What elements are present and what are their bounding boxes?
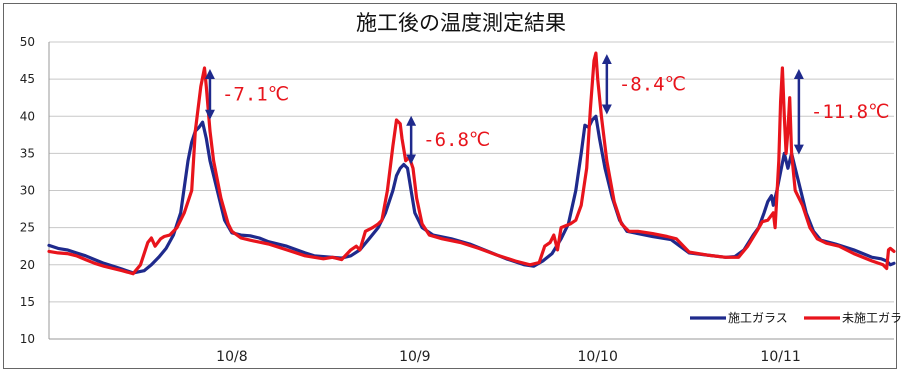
x-tick-label: 10/10 [578,349,618,365]
series-layer [47,51,896,276]
grid-layer [49,41,894,340]
y-tick-label: 15 [20,295,35,309]
annotation-layer: -7.1℃ -6.8℃ -8.4℃ -11.8℃ [204,54,890,165]
series-line-untreated-glass [47,51,896,276]
x-tick-label: 10/11 [760,349,800,365]
delta-label: -6.8℃ [423,129,490,151]
x-tick-label: 10/9 [399,349,430,365]
x-tick-label: 10/8 [216,349,247,365]
delta-label: -11.8℃ [811,101,890,123]
plot-area [48,42,894,340]
legend-label: 未施工ガラス [842,311,902,325]
y-tick-label: 40 [20,109,35,123]
y-tick-label: 50 [20,35,35,49]
delta-label: -7.1℃ [222,83,289,105]
y-tick-label: 20 [20,258,35,272]
y-tick-label: 25 [20,221,35,235]
y-tick-label: 45 [20,72,35,86]
legend-label: 施工ガラス [728,311,788,325]
y-tick-label: 10 [20,332,35,346]
chart-title: 施工後の温度測定結果 [356,11,566,35]
chart-frame [3,3,897,369]
legend: 施工ガラス 未施工ガラス [690,311,902,325]
y-axis: 10 15 20 25 30 35 40 45 50 [20,35,35,346]
x-axis: 10/8 10/9 10/10 10/11 [216,349,801,365]
y-tick-label: 35 [20,146,35,160]
y-tick-label: 30 [20,184,35,198]
delta-label: -8.4℃ [619,73,686,95]
